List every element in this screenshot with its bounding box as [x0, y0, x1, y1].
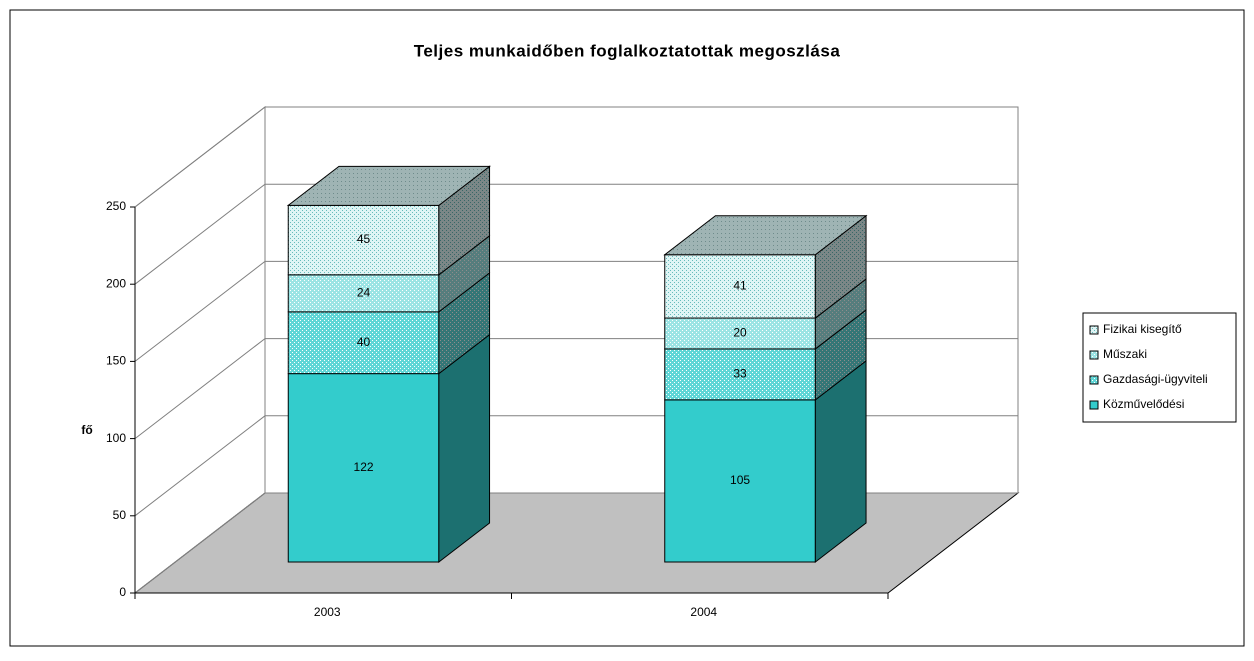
grid-line	[134, 106, 1018, 208]
data-label: 20	[733, 326, 747, 340]
bar-segment	[664, 399, 816, 563]
legend-swatch	[1089, 375, 1099, 385]
y-tick-label: 0	[119, 585, 126, 599]
grid-line	[134, 183, 1018, 285]
y-tick-label: 100	[106, 431, 126, 445]
x-tick-label: 2003	[314, 605, 341, 619]
chart-title: Teljes munkaidőben foglalkoztatottak meg…	[414, 41, 841, 60]
data-label: 105	[730, 473, 750, 487]
y-tick-label: 250	[106, 199, 126, 213]
legend-swatch	[1089, 400, 1099, 410]
data-label: 24	[357, 286, 371, 300]
bar-segment	[664, 317, 816, 350]
y-axis-label: fő	[81, 423, 92, 437]
legend-label: Gazdasági-ügyviteli	[1103, 372, 1208, 386]
legend-label: Közművelődési	[1103, 397, 1184, 411]
legend-swatch	[1089, 350, 1099, 360]
bar-top	[286, 165, 492, 206]
legend-box	[1082, 312, 1237, 423]
y-tick-label: 50	[113, 508, 127, 522]
floor	[133, 492, 1020, 594]
data-label: 122	[354, 460, 374, 474]
bar-side	[438, 333, 491, 564]
bar-segment	[664, 254, 816, 319]
bar-segment	[287, 204, 440, 276]
bar-segment	[287, 311, 440, 375]
y-tick-label: 150	[106, 354, 126, 368]
legend-label: Fizikai kisegítő	[1103, 322, 1182, 336]
data-label: 41	[733, 279, 747, 293]
legend-swatch	[1089, 325, 1099, 335]
y-tick-label: 200	[106, 276, 126, 290]
legend-label: Műszaki	[1103, 347, 1147, 361]
x-tick-label: 2004	[690, 605, 717, 619]
data-label: 33	[733, 367, 747, 381]
data-label: 40	[357, 335, 371, 349]
bar-top	[663, 215, 868, 256]
data-label: 45	[357, 232, 371, 246]
bar-segment	[287, 373, 440, 563]
